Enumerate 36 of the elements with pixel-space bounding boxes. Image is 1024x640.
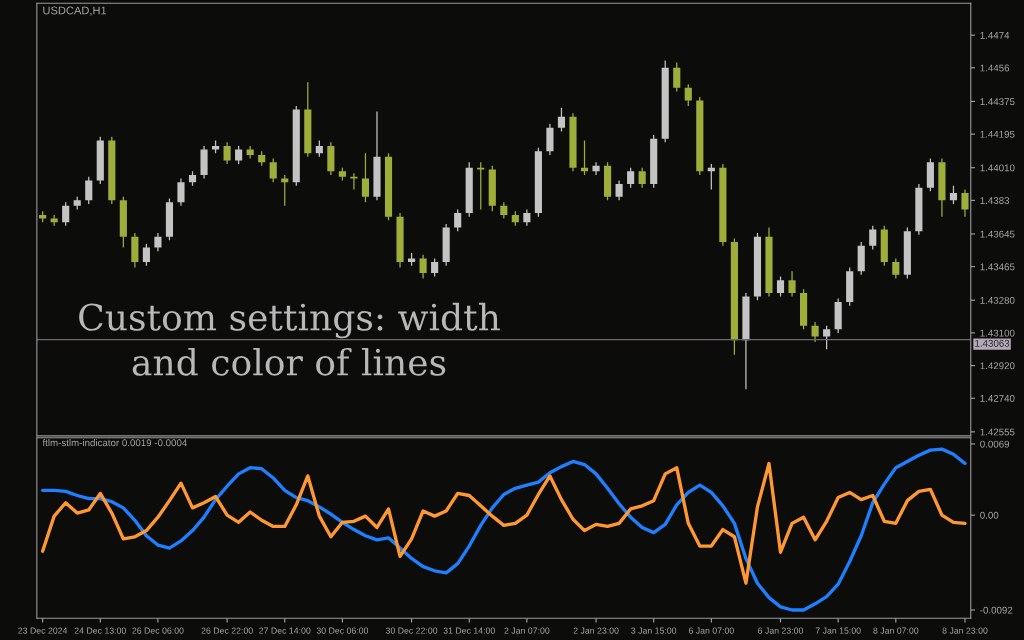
y-tick-label: 0.0069	[980, 440, 1010, 448]
x-tick-label: 2 Jan 07:00	[504, 627, 550, 634]
x-tick-label: 23 Dec 2024	[18, 627, 68, 634]
x-tick-label: 24 Dec 13:00	[74, 627, 126, 634]
chart-title: USDCAD,H1	[43, 6, 107, 16]
x-tick-label: 7 Jan 15:00	[815, 627, 861, 634]
chart-title: ftlm-stlm-indicator 0.0019 -0.0004	[42, 439, 187, 447]
x-tick-label: 26 Dec 22:00	[201, 627, 253, 634]
x-tick-label: 8 Jan 23:00	[942, 627, 988, 634]
y-tick-label: 1.42920	[980, 362, 1015, 370]
y-tick-label: 1.44195	[980, 130, 1015, 138]
y-tick-label: 1.4456	[980, 64, 1010, 72]
y-tick-label: 1.43645	[980, 230, 1015, 238]
annotation: Custom settings: width and color of lines	[79, 302, 500, 376]
y-tick-label: 1.42555	[980, 428, 1015, 436]
y-tick-label: -0.0092	[980, 606, 1013, 614]
x-tick-label: 31 Dec 14:00	[443, 627, 495, 634]
y-tick-label: 1.4383	[980, 197, 1010, 204]
x-tick-label: 30 Dec 06:00	[316, 627, 369, 634]
y-tick-label: 1.44375	[980, 98, 1015, 106]
y-tick-label: 1.44010	[980, 164, 1015, 172]
x-tick-label: 8 Jan 07:00	[873, 627, 919, 634]
x-tick-label: 3 Jan 15:00	[631, 627, 677, 634]
y-tick-label: 1.42740	[980, 394, 1015, 402]
x-tick-label: 27 Dec 14:00	[259, 627, 311, 634]
y-tick-label: 1.43100	[980, 329, 1015, 337]
ref-line-label: 1.43063	[975, 339, 1010, 347]
y-tick-label: 1.43465	[980, 263, 1015, 271]
y-tick-label: 1.4474	[980, 31, 1010, 39]
y-tick-label: 0.00	[980, 511, 999, 519]
x-tick-label: 6 Jan 23:00	[758, 627, 804, 634]
x-tick-label: 26 Dec 06:00	[132, 627, 184, 634]
x-tick-label: 30 Dec 22:00	[385, 627, 438, 634]
x-tick-label: 2 Jan 23:00	[573, 627, 619, 634]
y-tick-label: 1.43280	[980, 296, 1015, 304]
x-tick-label: 6 Jan 07:00	[688, 627, 734, 634]
